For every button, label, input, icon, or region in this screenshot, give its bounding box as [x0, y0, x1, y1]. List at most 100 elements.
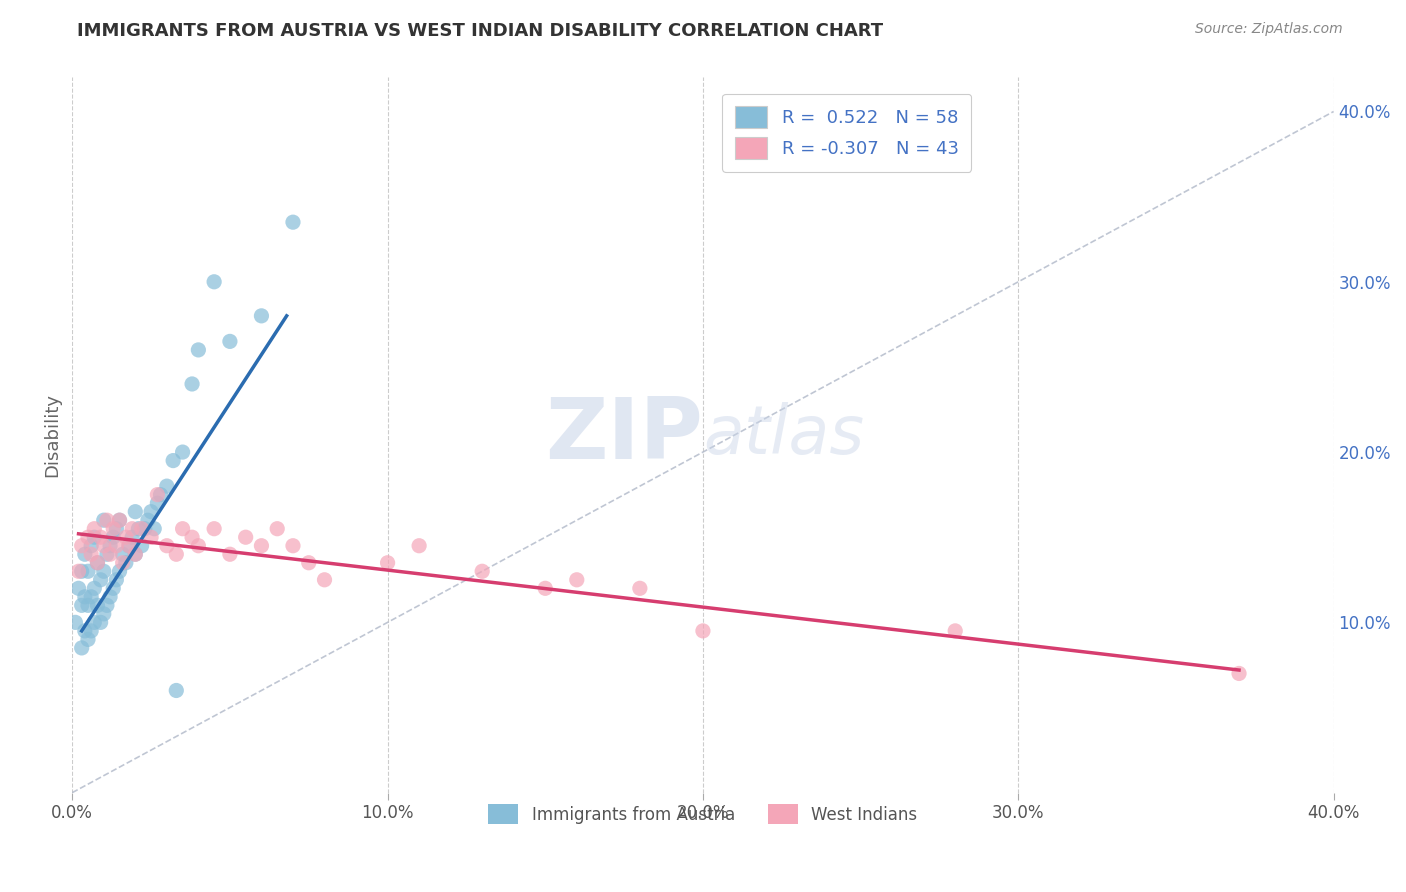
Point — [156, 539, 179, 553]
Point — [70, 539, 93, 553]
Point — [115, 556, 138, 570]
Text: Source: ZipAtlas.com: Source: ZipAtlas.com — [1195, 22, 1343, 37]
Point — [96, 599, 118, 613]
Point — [187, 539, 209, 553]
Point — [83, 615, 105, 630]
Point — [96, 547, 118, 561]
Point — [118, 539, 141, 553]
Point — [90, 530, 112, 544]
Point — [187, 343, 209, 357]
Point — [80, 590, 103, 604]
Point — [80, 539, 103, 553]
Point — [67, 582, 90, 596]
Point — [98, 547, 121, 561]
Point — [103, 522, 125, 536]
Point — [202, 275, 225, 289]
Point — [235, 530, 257, 544]
Point — [943, 624, 966, 638]
Point — [124, 505, 146, 519]
Point — [77, 599, 100, 613]
Point — [65, 615, 87, 630]
Point — [70, 599, 93, 613]
Point — [165, 547, 187, 561]
Point — [105, 573, 128, 587]
Point — [73, 547, 96, 561]
Point — [266, 522, 288, 536]
Point — [1227, 666, 1250, 681]
Point — [96, 513, 118, 527]
Point — [67, 564, 90, 578]
Point — [80, 624, 103, 638]
Text: IMMIGRANTS FROM AUSTRIA VS WEST INDIAN DISABILITY CORRELATION CHART: IMMIGRANTS FROM AUSTRIA VS WEST INDIAN D… — [77, 22, 883, 40]
Point — [90, 615, 112, 630]
Legend: Immigrants from Austria, West Indians: Immigrants from Austria, West Indians — [478, 794, 928, 834]
Point — [219, 547, 242, 561]
Point — [83, 530, 105, 544]
Point — [98, 590, 121, 604]
Point — [250, 539, 273, 553]
Point — [108, 513, 131, 527]
Point — [136, 513, 159, 527]
Point — [77, 632, 100, 647]
Y-axis label: Disability: Disability — [44, 393, 60, 477]
Point — [124, 547, 146, 561]
Text: ZIP: ZIP — [546, 393, 703, 476]
Text: atlas: atlas — [703, 402, 865, 468]
Point — [118, 539, 141, 553]
Point — [146, 496, 169, 510]
Point — [83, 522, 105, 536]
Point — [83, 582, 105, 596]
Point — [98, 539, 121, 553]
Point — [139, 530, 162, 544]
Point — [108, 513, 131, 527]
Point — [73, 624, 96, 638]
Point — [103, 582, 125, 596]
Point — [565, 573, 588, 587]
Point — [692, 624, 714, 638]
Point — [86, 599, 108, 613]
Point — [93, 539, 115, 553]
Point — [77, 564, 100, 578]
Point — [146, 488, 169, 502]
Point — [471, 564, 494, 578]
Point — [131, 539, 153, 553]
Point — [250, 309, 273, 323]
Point — [105, 522, 128, 536]
Point — [108, 564, 131, 578]
Point — [377, 556, 399, 570]
Point — [121, 530, 143, 544]
Point — [93, 564, 115, 578]
Point — [172, 522, 194, 536]
Point — [77, 530, 100, 544]
Point — [162, 453, 184, 467]
Point — [628, 582, 651, 596]
Point — [534, 582, 557, 596]
Point — [281, 215, 304, 229]
Point — [115, 530, 138, 544]
Point — [314, 573, 336, 587]
Point — [149, 488, 172, 502]
Point — [156, 479, 179, 493]
Point — [80, 547, 103, 561]
Point — [93, 607, 115, 621]
Point — [219, 334, 242, 349]
Point — [121, 522, 143, 536]
Point — [111, 556, 134, 570]
Point — [181, 376, 204, 391]
Point — [86, 556, 108, 570]
Point — [181, 530, 204, 544]
Point — [143, 522, 166, 536]
Point — [111, 547, 134, 561]
Point — [124, 547, 146, 561]
Point — [172, 445, 194, 459]
Point — [202, 522, 225, 536]
Point — [86, 556, 108, 570]
Point — [90, 573, 112, 587]
Point — [93, 513, 115, 527]
Point — [70, 564, 93, 578]
Point — [165, 683, 187, 698]
Point — [73, 590, 96, 604]
Point — [105, 539, 128, 553]
Point — [70, 640, 93, 655]
Point — [103, 530, 125, 544]
